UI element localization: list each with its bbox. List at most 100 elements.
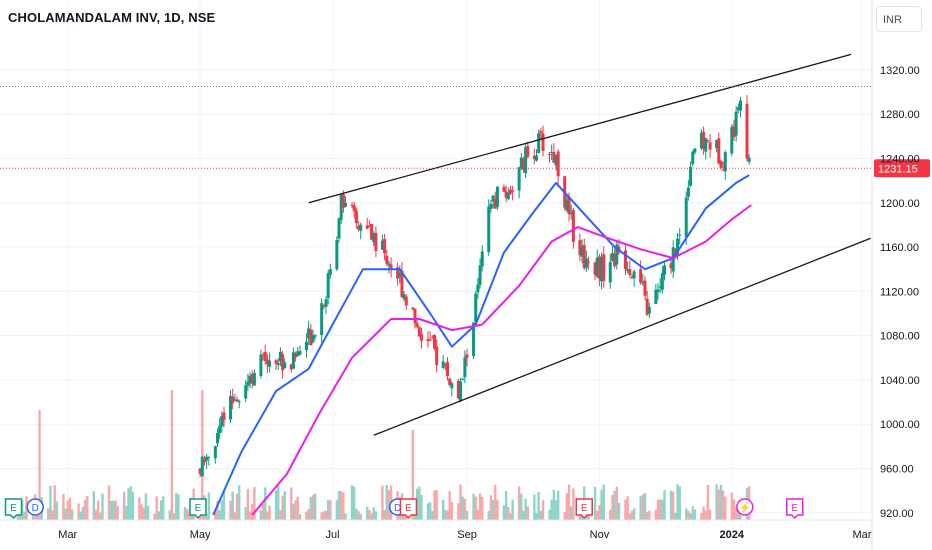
- y-tick-label: 1160.00: [880, 242, 919, 254]
- volume-bar: [159, 500, 163, 520]
- candle-body: [398, 272, 402, 277]
- candle-body: [465, 354, 469, 358]
- candle-body: [556, 151, 560, 177]
- volume-bar: [687, 510, 690, 520]
- candle-body: [296, 351, 300, 357]
- candle-body: [354, 210, 358, 224]
- volume-bar: [478, 493, 482, 520]
- candle-body: [548, 154, 552, 156]
- candle-body: [229, 396, 233, 420]
- candle-body: [641, 282, 645, 284]
- candle-body: [565, 199, 569, 211]
- volume-bar: [517, 486, 521, 520]
- candle-body: [686, 187, 690, 197]
- volume-bar: [138, 497, 141, 520]
- volume-bar: [170, 390, 174, 520]
- candle-body: [443, 364, 447, 366]
- trendline-lower: [373, 237, 871, 436]
- trendline-upper: [308, 53, 852, 204]
- volume-bar: [237, 485, 241, 520]
- volume-bar: [645, 511, 649, 520]
- volume-bar: [656, 499, 660, 520]
- volume-bar: [643, 492, 647, 520]
- candle-body: [595, 257, 599, 277]
- volume-bar: [411, 430, 414, 520]
- volume-bar: [322, 511, 326, 520]
- candle-body: [684, 197, 688, 238]
- candle-body: [508, 189, 512, 194]
- candle-body: [738, 100, 742, 111]
- candle-body: [248, 375, 252, 384]
- volume-bar: [717, 489, 720, 520]
- volume-bar: [107, 485, 111, 520]
- volume-bar: [264, 487, 267, 520]
- candle-body: [669, 263, 673, 269]
- volume-bar: [153, 513, 156, 520]
- candle-body: [198, 468, 202, 474]
- volume-bar: [294, 500, 297, 520]
- candle-body: [433, 335, 436, 349]
- marker-letter: ⚡: [739, 501, 751, 514]
- candle-body: [723, 152, 727, 172]
- volume-bar: [457, 503, 460, 520]
- candle-body: [495, 186, 499, 207]
- candle-body: [450, 383, 454, 389]
- volume-bar: [79, 511, 82, 520]
- volume-bar: [114, 500, 117, 520]
- event-markers: E D E D E E ⚡ E: [4, 498, 804, 520]
- volume-bar: [489, 495, 493, 520]
- earnings-marker: [785, 498, 804, 520]
- volume-bar: [509, 513, 512, 520]
- candle-body: [526, 146, 530, 157]
- volume-bar: [313, 493, 317, 520]
- candle-body: [215, 433, 219, 444]
- candle-body: [645, 298, 649, 315]
- volume-bar: [140, 504, 143, 520]
- price-axis: 920.00 960.00 1000.00 1040.00 1080.00 1120.00…: [871, 0, 920, 550]
- volume-bar: [426, 503, 430, 520]
- volume-bar: [281, 495, 284, 520]
- ma-fast-line: [212, 174, 750, 516]
- volume-bar: [617, 503, 621, 520]
- volume-bar: [357, 511, 360, 520]
- candle-body: [259, 354, 263, 376]
- volume-bar: [548, 509, 551, 520]
- volume-bar: [613, 490, 616, 520]
- volume-bar: [283, 491, 286, 520]
- volume-bar: [615, 486, 618, 520]
- volume-bar: [168, 510, 171, 520]
- candle-body: [580, 246, 584, 257]
- volume-bar: [632, 508, 636, 520]
- candle-body: [689, 166, 693, 186]
- candle-body: [600, 256, 604, 282]
- volume-bar: [51, 510, 54, 520]
- candle-body: [426, 339, 430, 342]
- candle-body: [715, 140, 719, 149]
- y-tick-label: 920.00: [880, 508, 914, 520]
- volume-bar: [235, 493, 239, 520]
- volume-bar: [435, 490, 438, 520]
- volume-bar: [648, 510, 651, 520]
- volume-bar: [311, 495, 315, 520]
- candle-body: [676, 238, 680, 255]
- candle-body: [268, 360, 272, 367]
- candle-body: [359, 224, 363, 231]
- candle-body: [502, 186, 506, 192]
- volume-bar: [220, 500, 224, 520]
- volume-bar: [70, 509, 74, 520]
- last-price-label: 1231.15: [878, 163, 918, 175]
- volume-bar: [259, 510, 263, 520]
- candle-body: [365, 225, 369, 229]
- currency-button[interactable]: INR: [876, 6, 922, 32]
- volume-bar: [49, 485, 52, 520]
- volume-bar: [446, 510, 449, 520]
- candle-body: [511, 190, 515, 192]
- last-price-badge: [874, 159, 930, 178]
- candle-body: [274, 360, 278, 364]
- volume-bar: [64, 508, 67, 520]
- volume-bar: [702, 506, 705, 520]
- volume-bar: [459, 484, 462, 520]
- candle-body: [441, 361, 445, 368]
- candle-body: [571, 210, 575, 242]
